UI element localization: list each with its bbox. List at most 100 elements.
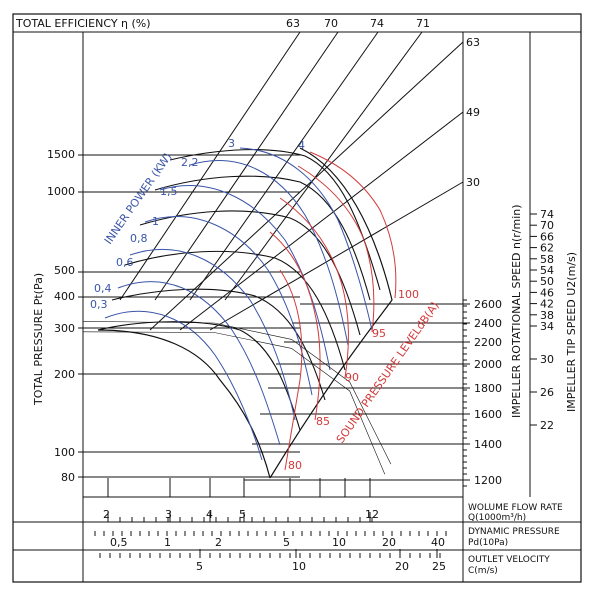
- efficiency-ray: [209, 181, 464, 331]
- efficiency-tick: 70: [324, 17, 338, 30]
- fan-speed-curve: [139, 210, 361, 336]
- y-tick-label: 400: [54, 290, 75, 303]
- efficiency-tick: 74: [370, 17, 384, 30]
- power-tick: 2,2: [181, 156, 199, 169]
- efficiency-ray: [224, 31, 423, 301]
- velocity-label: C(m/s): [468, 566, 498, 576]
- velocity-tick: 10: [292, 560, 306, 573]
- sound-pressure-curve: [309, 151, 397, 299]
- speed-tick: 2000: [474, 358, 502, 371]
- y-tick-label: 1000: [47, 185, 75, 198]
- tip-speed-tick-label: 38: [540, 309, 554, 322]
- velocity-tick: 5: [196, 560, 203, 573]
- velocity-label: OUTLET VELOCITY: [468, 555, 550, 565]
- efficiency-ray: [154, 31, 339, 301]
- power-tick: 0,8: [130, 232, 148, 245]
- dynamic-tick: 10: [332, 536, 346, 549]
- power-tick: 0,6: [116, 256, 134, 269]
- tip-speed-tick-label: 62: [540, 242, 554, 255]
- power-tick: 3: [228, 137, 235, 150]
- efficiency-title: TOTAL EFFICIENCY η (%): [15, 17, 151, 30]
- dynamic-tick: 40: [431, 536, 445, 549]
- plot-frame: [82, 31, 464, 498]
- tip-speed-tick-label: 70: [540, 219, 554, 232]
- flow-tick: 12: [365, 508, 379, 521]
- flow-tick: 3: [165, 508, 172, 521]
- sound-tick: 90: [345, 371, 359, 384]
- speed-series-line: [82, 321, 392, 465]
- tip-speed-tick-label: 34: [540, 320, 554, 333]
- speed-tick: 2600: [474, 298, 502, 311]
- dynamic-tick: 0,5: [110, 536, 128, 549]
- outer-frame: [12, 13, 582, 583]
- speed-tick: 2400: [474, 317, 502, 330]
- power-tick: 1,5: [160, 185, 178, 198]
- velocity-tick: 25: [432, 560, 446, 573]
- power-curve: [117, 281, 281, 446]
- dynamic-tick: 2: [215, 536, 222, 549]
- y-tick-label: 300: [54, 322, 75, 335]
- speed-tick: 1600: [474, 408, 502, 421]
- tip-speed-tick-label: 54: [540, 264, 554, 277]
- power-curve: [129, 248, 296, 421]
- dynamic-tick: 5: [283, 536, 290, 549]
- bottom-scale-ticks: [94, 512, 447, 558]
- tip-speed-axis-label: IMPELLER TIP SPEED U2(m/s): [565, 252, 578, 412]
- flow-tick: 5: [239, 508, 246, 521]
- fan-speed-curve: [111, 288, 326, 401]
- power-curve: [239, 147, 373, 331]
- power-curve: [104, 310, 263, 461]
- efficiency-ray: [119, 31, 301, 301]
- y-tick-label: 1500: [47, 148, 75, 161]
- sound-tick: 95: [372, 327, 386, 340]
- flow-label: Q(1000m³/h): [468, 513, 526, 523]
- speed-upper-tick: 30: [466, 176, 480, 189]
- sound-tick: 80: [288, 459, 302, 472]
- speed-series-line: [82, 331, 386, 475]
- tip-speed-tick-label: 58: [540, 253, 554, 266]
- power-curve: [159, 185, 331, 371]
- speed-tick: 1800: [474, 382, 502, 395]
- efficiency-ray: [179, 111, 464, 331]
- speed-axis-label: IMPELLER ROTATIONAL SPEED n(r/min): [510, 204, 523, 418]
- y-tick-label: 80: [61, 471, 75, 484]
- efficiency-tick: 71: [416, 17, 430, 30]
- sound-tick: 100: [398, 288, 419, 301]
- velocity-tick: 20: [395, 560, 409, 573]
- y-tick-label: 500: [54, 264, 75, 277]
- fan-speed-curve: [124, 250, 346, 371]
- power-tick: 4: [298, 139, 305, 152]
- fan-envelope-right: [269, 147, 393, 479]
- tip-speed-tick-label: 30: [540, 353, 554, 366]
- tip-speed-tick-label: 22: [540, 419, 554, 432]
- speed-tick: 2200: [474, 336, 502, 349]
- power-tick: 0,4: [94, 282, 112, 295]
- fan-speed-curve: [154, 175, 371, 301]
- flow-label: WOLUME FLOW RATE: [468, 503, 563, 513]
- power-tick: 0,3: [90, 298, 108, 311]
- sound-pressure-curve: [269, 231, 321, 421]
- speed-tick: 1200: [474, 474, 502, 487]
- sound-pressure-curve: [279, 197, 349, 379]
- y-tick-label: 200: [54, 368, 75, 381]
- dynamic-label: DYNAMIC PRESSURE: [468, 527, 560, 537]
- speed-tick: 1400: [474, 438, 502, 451]
- efficiency-tick: 63: [286, 17, 300, 30]
- tip-speed-tick-label: 42: [540, 298, 554, 311]
- power-curve: [189, 160, 349, 346]
- y-axis-label: TOTAL PRESSURE Pt(Pa): [32, 273, 45, 406]
- power-tick: 1: [152, 215, 159, 228]
- dynamic-tick: 20: [382, 536, 396, 549]
- fan-envelope-left: [97, 329, 271, 479]
- fan-speed-curve: [97, 321, 301, 431]
- tip-speed-tick-label: 50: [540, 275, 554, 288]
- sound-pressure-curve: [297, 165, 375, 333]
- speed-upper-tick: 49: [466, 106, 480, 119]
- dynamic-tick: 1: [164, 536, 171, 549]
- tip-speed-tick-label: 74: [540, 208, 554, 221]
- sound-pressure-curve: [279, 269, 303, 471]
- dynamic-label: Pd(10Pa): [468, 538, 508, 548]
- tip-speed-tick-label: 66: [540, 230, 554, 243]
